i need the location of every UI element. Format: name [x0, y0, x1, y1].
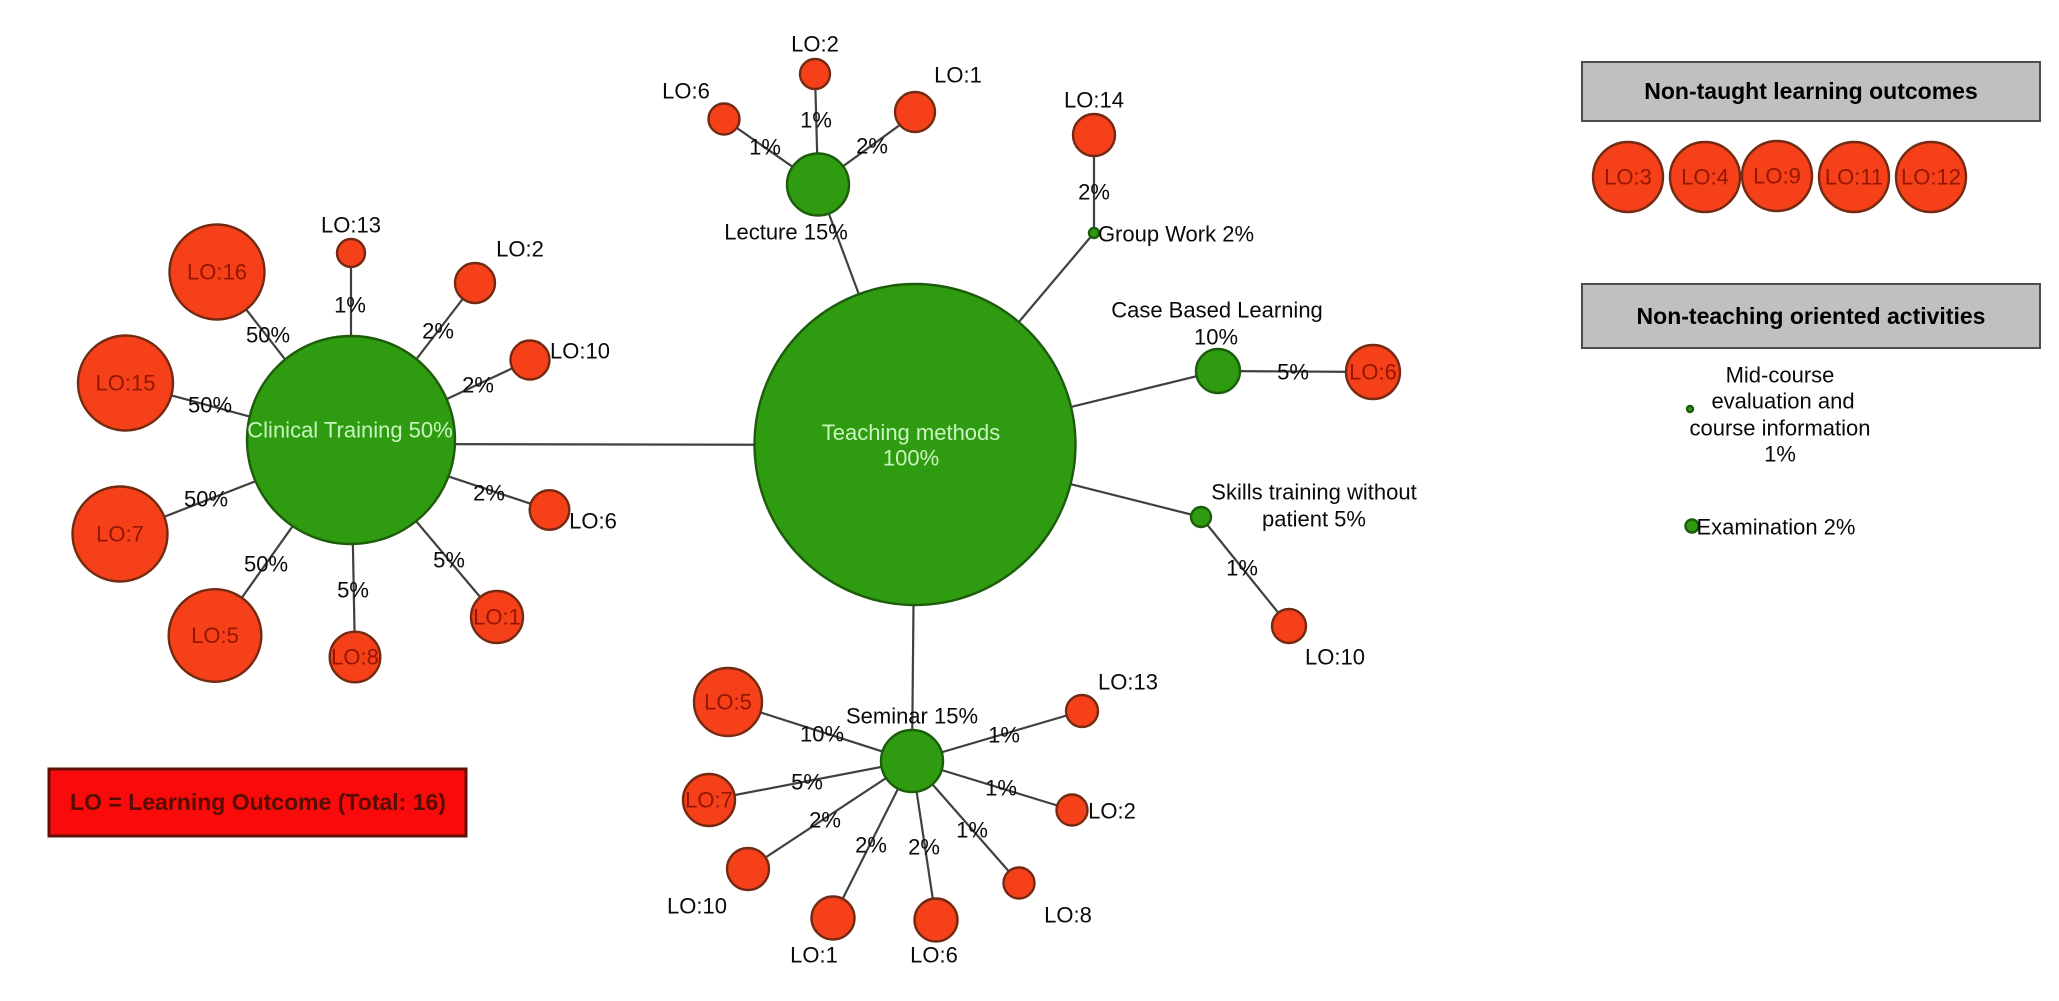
svg-text:LO:13: LO:13	[321, 213, 381, 238]
svg-text:Lecture 15%: Lecture 15%	[724, 220, 848, 245]
svg-text:50%: 50%	[184, 487, 228, 512]
svg-text:2%: 2%	[908, 835, 940, 860]
svg-text:course information: course information	[1690, 416, 1871, 441]
svg-text:LO:10: LO:10	[667, 894, 727, 919]
svg-text:Clinical Training 50%: Clinical Training 50%	[247, 418, 452, 443]
svg-text:Case Based Learning: Case Based Learning	[1111, 298, 1323, 323]
svg-text:LO:15: LO:15	[96, 371, 156, 396]
svg-text:LO:7: LO:7	[96, 522, 144, 547]
svg-text:50%: 50%	[246, 323, 290, 348]
svg-text:1%: 1%	[749, 135, 781, 160]
svg-text:2%: 2%	[462, 373, 494, 398]
svg-text:LO:9: LO:9	[1753, 164, 1801, 189]
svg-text:LO:3: LO:3	[1604, 165, 1652, 190]
svg-text:1%: 1%	[1764, 442, 1796, 467]
svg-text:LO:1: LO:1	[790, 943, 838, 968]
svg-text:LO:2: LO:2	[791, 32, 839, 57]
svg-text:LO:6: LO:6	[662, 79, 710, 104]
svg-text:evaluation and: evaluation and	[1711, 389, 1854, 414]
svg-text:LO:12: LO:12	[1901, 165, 1961, 190]
svg-text:LO:6: LO:6	[569, 509, 617, 534]
svg-text:LO:10: LO:10	[550, 339, 610, 364]
svg-text:5%: 5%	[337, 578, 369, 603]
svg-text:50%: 50%	[188, 393, 232, 418]
svg-text:LO:10: LO:10	[1305, 645, 1365, 670]
svg-text:Seminar 15%: Seminar 15%	[846, 704, 978, 729]
svg-text:100%: 100%	[883, 446, 939, 471]
svg-text:LO = Learning Outcome (Total:: LO = Learning Outcome (Total: 16)	[70, 789, 446, 815]
svg-text:LO:1: LO:1	[473, 605, 521, 630]
svg-text:1%: 1%	[956, 818, 988, 843]
svg-text:LO:8: LO:8	[1044, 903, 1092, 928]
svg-text:Group Work 2%: Group Work 2%	[1098, 222, 1254, 247]
svg-text:2%: 2%	[809, 808, 841, 833]
svg-text:LO:8: LO:8	[331, 645, 379, 670]
svg-text:LO:4: LO:4	[1681, 165, 1729, 190]
svg-text:50%: 50%	[244, 552, 288, 577]
svg-text:1%: 1%	[800, 108, 832, 133]
svg-text:2%: 2%	[856, 134, 888, 159]
svg-text:1%: 1%	[988, 723, 1020, 748]
svg-text:1%: 1%	[1226, 556, 1258, 581]
svg-text:5%: 5%	[1277, 360, 1309, 385]
svg-text:10%: 10%	[1194, 325, 1238, 350]
svg-text:LO:14: LO:14	[1064, 88, 1124, 113]
svg-text:LO:5: LO:5	[704, 690, 752, 715]
svg-text:2%: 2%	[473, 481, 505, 506]
svg-text:2%: 2%	[422, 319, 454, 344]
svg-text:LO:16: LO:16	[187, 260, 247, 285]
svg-text:LO:7: LO:7	[685, 788, 733, 813]
svg-text:LO:11: LO:11	[1825, 165, 1883, 190]
svg-text:LO:2: LO:2	[1088, 799, 1136, 824]
svg-text:LO:2: LO:2	[496, 237, 544, 262]
svg-text:2%: 2%	[1078, 180, 1110, 205]
svg-text:LO:13: LO:13	[1098, 670, 1158, 695]
svg-text:LO:6: LO:6	[1349, 360, 1397, 385]
svg-text:10%: 10%	[800, 722, 844, 747]
svg-text:Non-teaching oriented activiti: Non-teaching oriented activities	[1637, 303, 1986, 329]
svg-text:patient 5%: patient 5%	[1262, 507, 1366, 532]
svg-text:Examination 2%: Examination 2%	[1697, 515, 1856, 540]
svg-text:LO:6: LO:6	[910, 943, 958, 968]
svg-text:Non-taught learning outcomes: Non-taught learning outcomes	[1644, 78, 1978, 104]
svg-text:LO:1: LO:1	[934, 63, 982, 88]
svg-text:1%: 1%	[985, 776, 1017, 801]
svg-text:5%: 5%	[791, 770, 823, 795]
svg-text:1%: 1%	[334, 293, 366, 318]
svg-text:Teaching methods: Teaching methods	[822, 420, 1001, 445]
svg-text:LO:5: LO:5	[191, 623, 239, 648]
svg-text:Skills training without: Skills training without	[1211, 480, 1416, 505]
svg-text:2%: 2%	[855, 833, 887, 858]
svg-text:5%: 5%	[433, 548, 465, 573]
svg-text:Mid-course: Mid-course	[1726, 363, 1835, 388]
